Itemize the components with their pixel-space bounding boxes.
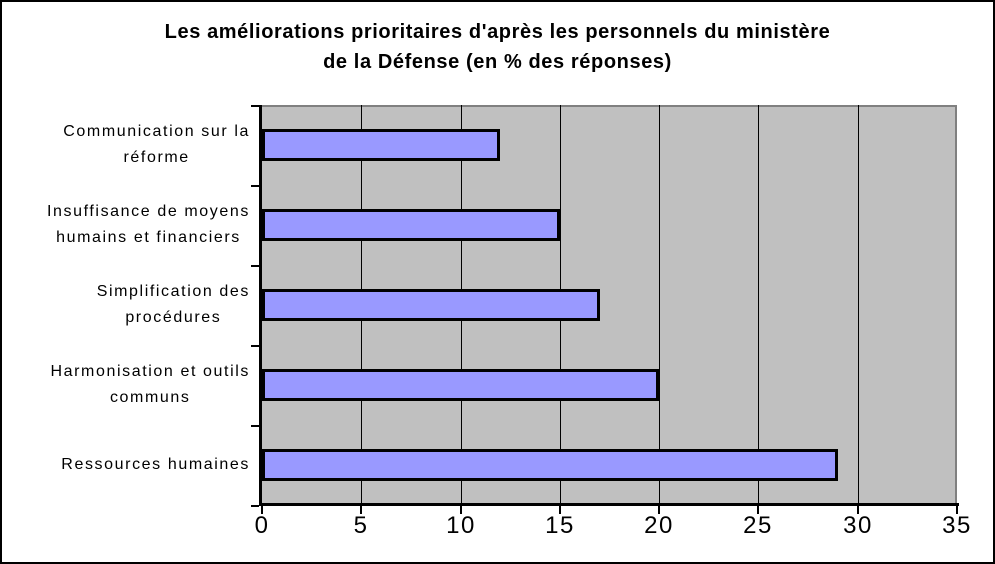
x-tick-label: 25 [743,512,773,539]
category-label: Communication sur la réforme [0,105,250,185]
bar [262,449,838,481]
x-tick-mark [460,506,462,514]
y-tick-mark [251,425,259,427]
x-tick-mark [559,506,561,514]
category-label: Simplification des procédures [0,265,250,345]
x-tick-label: 35 [942,512,972,539]
category-label-text: Communication sur la réforme [63,123,250,166]
x-tick-label: 30 [843,512,873,539]
y-tick-mark [251,185,259,187]
x-tick-label: 10 [446,512,476,539]
category-label: Harmonisation et outils communs [0,345,250,425]
y-tick-mark [251,505,259,507]
category-label: Insuffisance de moyens humains et financ… [0,185,250,265]
bar [262,129,500,161]
y-tick-mark [251,265,259,267]
x-tick-mark [658,506,660,514]
x-tick-label: 5 [353,512,369,539]
chart-title: Les améliorations prioritaires d'après l… [164,21,831,73]
bar [262,369,659,401]
x-tick-mark [360,506,362,514]
x-tick-mark [956,506,958,514]
x-tick-mark [757,506,759,514]
x-tick-label: 20 [644,512,674,539]
gridline [758,105,759,505]
x-tick-mark [857,506,859,514]
x-tick-mark [261,506,263,514]
bar [262,209,560,241]
category-label-text: Simplification des procédures [96,283,250,326]
x-axis [259,503,959,506]
y-tick-mark [251,105,259,107]
x-tick-label: 0 [254,512,270,539]
gridline [659,105,660,505]
category-label-text: Harmonisation et outils communs [50,363,250,406]
y-tick-mark [251,345,259,347]
category-label: Ressources humaines [0,425,250,505]
y-axis [259,105,262,506]
category-label-text: Insuffisance de moyens humains et financ… [46,203,250,246]
bar [262,289,600,321]
category-label-text: Ressources humaines [61,456,250,473]
x-tick-label: 15 [545,512,575,539]
gridline [858,105,859,505]
